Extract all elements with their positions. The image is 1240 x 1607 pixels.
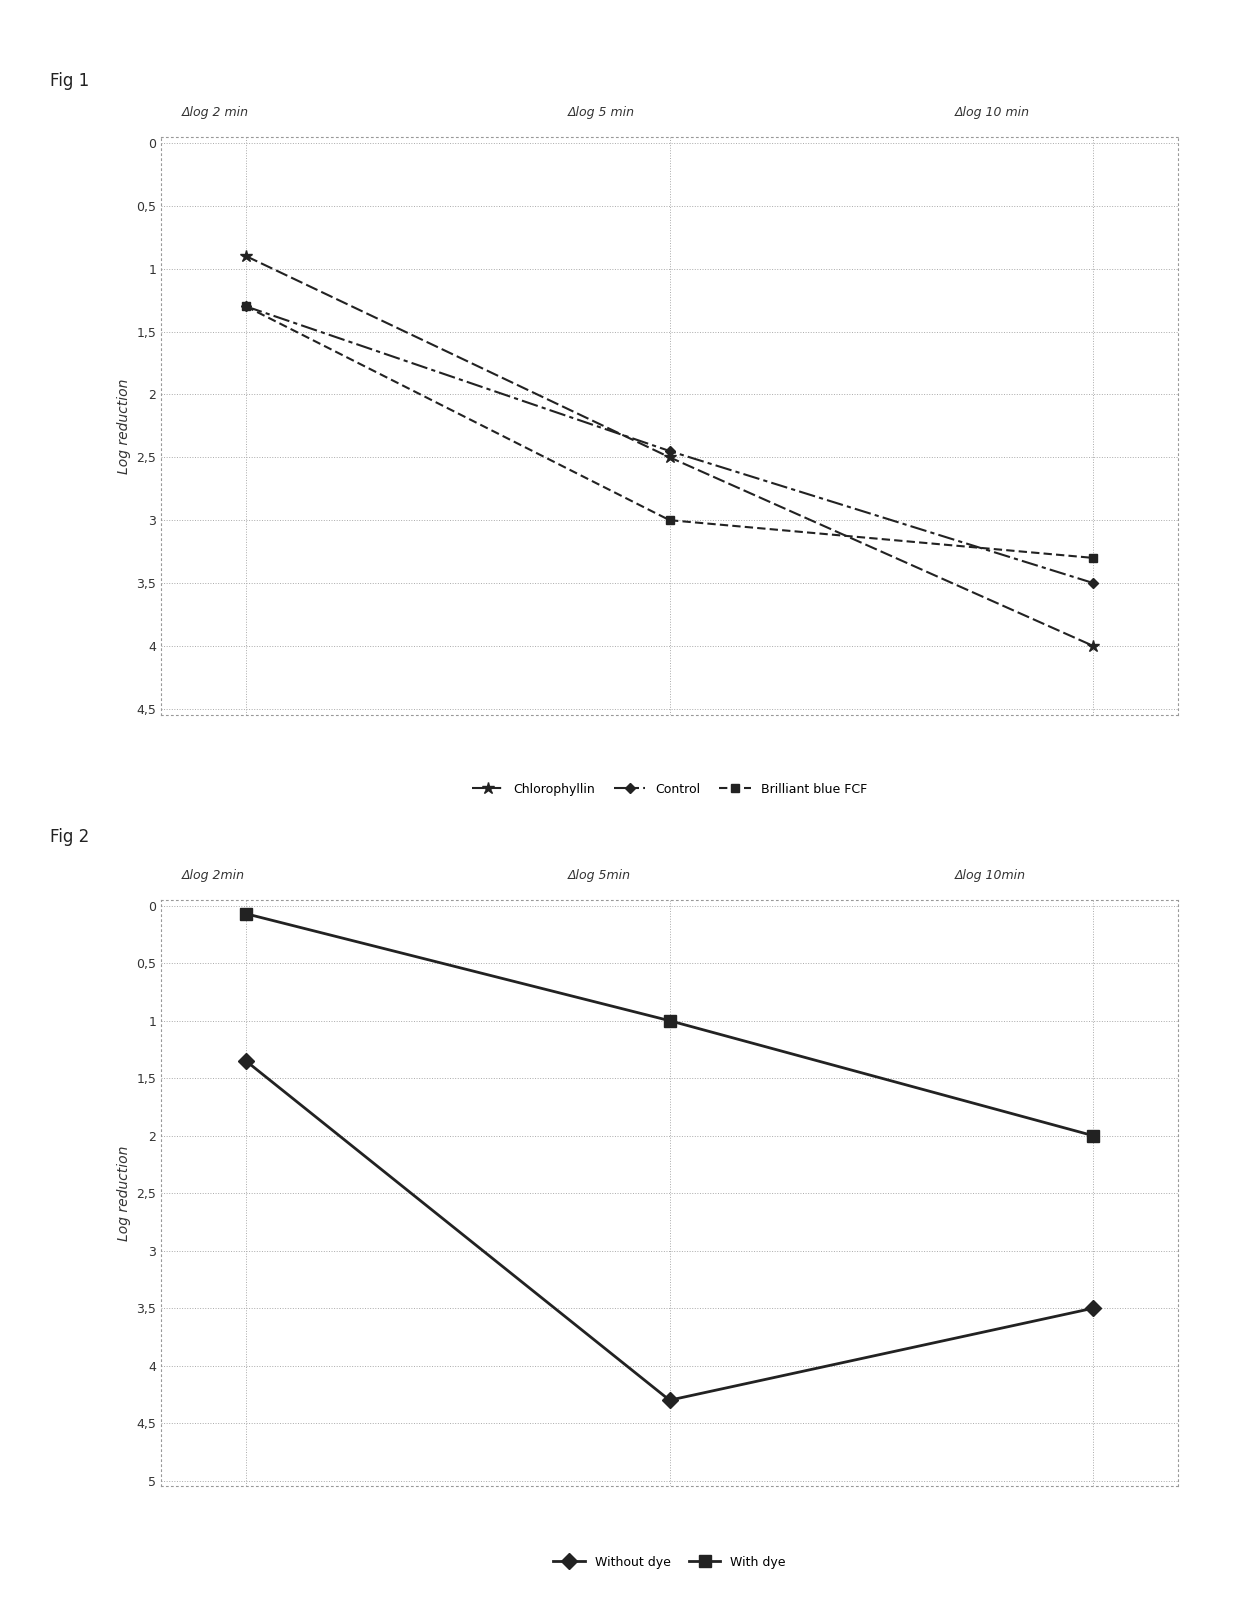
Brilliant blue FCF [238, 297, 253, 317]
Text: Δlog 2min: Δlog 2min [181, 869, 244, 882]
With dye [1086, 1127, 1101, 1146]
Without dye [238, 1051, 253, 1070]
Line: Control: Control [243, 302, 1096, 587]
With dye [662, 1011, 677, 1030]
Text: Δlog 5 min: Δlog 5 min [568, 106, 635, 119]
Text: Δlog 2 min: Δlog 2 min [181, 106, 248, 119]
Line: Brilliant blue FCF: Brilliant blue FCF [242, 302, 1097, 562]
Brilliant blue FCF [662, 511, 677, 530]
Chlorophyllin [238, 246, 253, 265]
Line: Chlorophyllin: Chlorophyllin [239, 249, 1100, 652]
Text: Δlog 5min: Δlog 5min [568, 869, 631, 882]
Chlorophyllin [662, 448, 677, 468]
Y-axis label: Log reduction: Log reduction [117, 1146, 130, 1241]
Control [1086, 574, 1101, 593]
Without dye [1086, 1298, 1101, 1318]
Control [238, 297, 253, 317]
Text: Δlog 10 min: Δlog 10 min [955, 106, 1029, 119]
Without dye [662, 1390, 677, 1409]
Chlorophyllin [1086, 636, 1101, 656]
Line: Without dye: Without dye [241, 1056, 1099, 1406]
Control [662, 442, 677, 461]
With dye [238, 905, 253, 924]
Line: With dye: With dye [241, 908, 1099, 1141]
Legend: Chlorophyllin, Control, Brilliant blue FCF: Chlorophyllin, Control, Brilliant blue F… [467, 778, 872, 802]
Brilliant blue FCF [1086, 548, 1101, 567]
Text: Δlog 10min: Δlog 10min [955, 869, 1025, 882]
Legend: Without dye, With dye: Without dye, With dye [548, 1551, 791, 1575]
Y-axis label: Log reduction: Log reduction [117, 378, 130, 474]
Text: Fig 1: Fig 1 [50, 72, 89, 90]
Text: Fig 2: Fig 2 [50, 828, 89, 845]
